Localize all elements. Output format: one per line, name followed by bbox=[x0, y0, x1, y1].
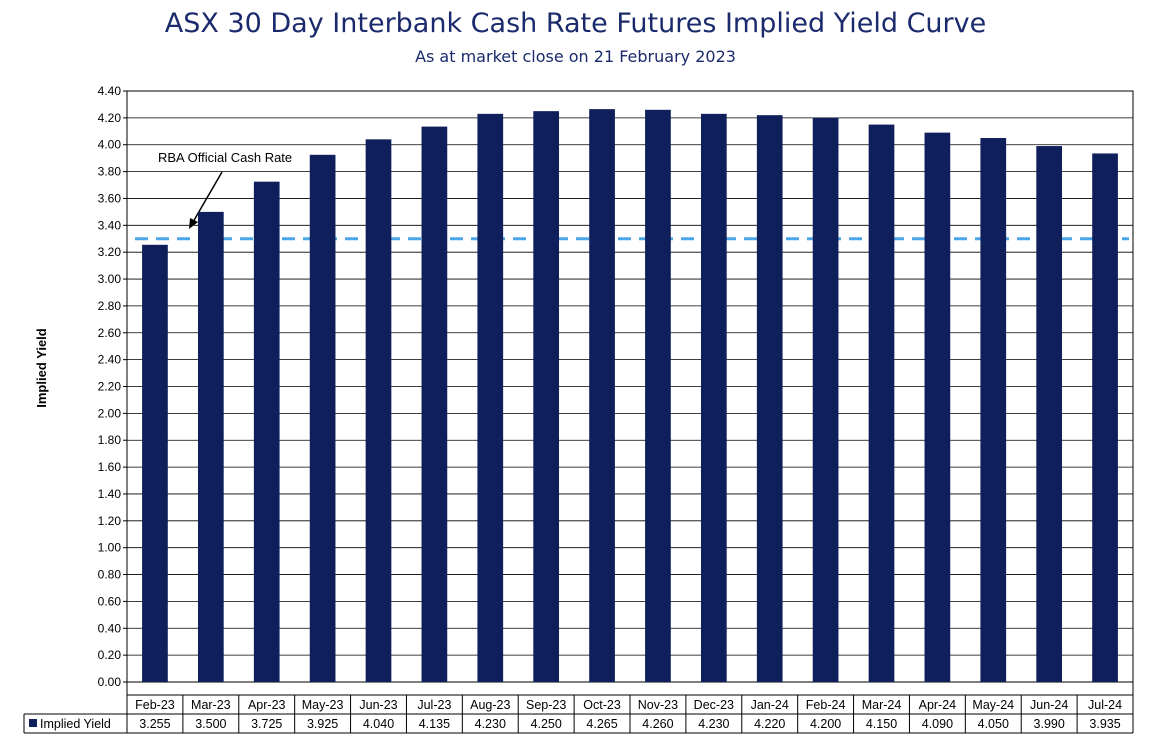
x-category-label: Dec-23 bbox=[694, 698, 734, 712]
data-value-label: 3.935 bbox=[1089, 717, 1120, 731]
data-value-label: 3.925 bbox=[307, 717, 338, 731]
y-tick-label: 2.80 bbox=[98, 299, 122, 313]
bar-jun-24 bbox=[1036, 146, 1063, 683]
x-category-label: Sep-23 bbox=[526, 698, 566, 712]
y-tick-label: 1.60 bbox=[98, 460, 122, 474]
data-value-label: 4.220 bbox=[754, 717, 785, 731]
y-tick-label: 0.60 bbox=[98, 594, 122, 608]
y-tick-label: 4.20 bbox=[98, 111, 122, 125]
y-tick-label: 0.00 bbox=[98, 675, 122, 689]
y-tick-label: 3.00 bbox=[98, 272, 122, 286]
x-category-label: Feb-24 bbox=[806, 698, 846, 712]
bar-feb-24 bbox=[812, 117, 839, 682]
y-tick-label: 4.00 bbox=[98, 138, 122, 152]
y-tick-label: 2.00 bbox=[98, 406, 122, 420]
bar-mar-24 bbox=[868, 124, 895, 683]
bar-sep-23 bbox=[533, 111, 560, 683]
legend-series-name: Implied Yield bbox=[40, 717, 111, 731]
rba-cash-rate-label: RBA Official Cash Rate bbox=[158, 150, 292, 165]
annotation-arrow-head bbox=[189, 218, 198, 229]
data-value-label: 4.250 bbox=[531, 717, 562, 731]
y-axis-label: Implied Yield bbox=[34, 328, 49, 408]
y-tick-label: 1.20 bbox=[98, 514, 122, 528]
data-value-label: 4.260 bbox=[642, 717, 673, 731]
x-category-label: Jan-24 bbox=[751, 698, 789, 712]
y-tick-label: 0.20 bbox=[98, 648, 122, 662]
bar-apr-23 bbox=[253, 181, 280, 682]
bar-jul-23 bbox=[421, 126, 448, 683]
x-category-label: Oct-23 bbox=[583, 698, 621, 712]
x-category-label: Jul-23 bbox=[417, 698, 451, 712]
bar-aug-23 bbox=[477, 113, 504, 682]
data-value-label: 3.500 bbox=[195, 717, 226, 731]
legend-swatch bbox=[29, 719, 37, 727]
data-value-label: 4.230 bbox=[698, 717, 729, 731]
data-value-label: 4.090 bbox=[922, 717, 953, 731]
y-tick-label: 1.00 bbox=[98, 541, 122, 555]
y-tick-label: 2.40 bbox=[98, 353, 122, 367]
data-value-label: 4.040 bbox=[363, 717, 394, 731]
x-category-label: Apr-24 bbox=[919, 698, 957, 712]
bar-may-24 bbox=[980, 138, 1007, 683]
bar-oct-23 bbox=[589, 109, 615, 683]
x-category-label: May-24 bbox=[972, 698, 1014, 712]
y-tick-label: 1.80 bbox=[98, 433, 122, 447]
x-category-label: Aug-23 bbox=[470, 698, 510, 712]
annotation-arrow-shaft bbox=[192, 171, 223, 223]
bar-jul-24 bbox=[1092, 153, 1118, 683]
data-value-label: 4.265 bbox=[586, 717, 617, 731]
grid-layer bbox=[126, 90, 1134, 683]
reference-line-layer: RBA Official Cash Rate bbox=[135, 150, 1129, 241]
bar-jun-23 bbox=[365, 139, 392, 682]
bar-apr-24 bbox=[924, 132, 951, 682]
data-value-label: 4.200 bbox=[810, 717, 841, 731]
data-value-label: 3.255 bbox=[139, 717, 170, 731]
data-value-label: 4.150 bbox=[866, 717, 897, 731]
bar-nov-23 bbox=[645, 109, 671, 682]
x-category-label: Apr-23 bbox=[248, 698, 286, 712]
y-tick-label: 1.40 bbox=[98, 487, 122, 501]
y-tick-label: 3.40 bbox=[98, 218, 122, 232]
x-category-label: Mar-24 bbox=[862, 698, 902, 712]
data-value-label: 4.050 bbox=[978, 717, 1009, 731]
bar-mar-23 bbox=[197, 211, 224, 683]
data-value-label: 4.230 bbox=[475, 717, 506, 731]
bar-dec-23 bbox=[700, 113, 727, 682]
bar-may-23 bbox=[309, 154, 336, 682]
bar-jan-24 bbox=[756, 115, 783, 683]
x-category-label: Mar-23 bbox=[191, 698, 231, 712]
data-value-label: 3.990 bbox=[1034, 717, 1065, 731]
y-tick-label: 2.20 bbox=[98, 380, 122, 394]
x-category-label: Nov-23 bbox=[638, 698, 678, 712]
x-category-label: Jul-24 bbox=[1088, 698, 1122, 712]
x-category-label: Jun-23 bbox=[359, 698, 397, 712]
y-tick-label: 3.80 bbox=[98, 165, 122, 179]
bar-layer bbox=[142, 109, 1118, 683]
x-category-label: May-23 bbox=[302, 698, 344, 712]
axis-layer: 0.00 0.20 0.40 0.60 0.80 1.00 1.20 1.40 1.60 1.80… bbox=[98, 84, 127, 689]
y-tick-label: 0.40 bbox=[98, 621, 122, 635]
data-value-label: 3.725 bbox=[251, 717, 282, 731]
x-category-label: Jun-24 bbox=[1030, 698, 1068, 712]
y-tick-label: 3.60 bbox=[98, 191, 122, 205]
y-tick-label: 0.80 bbox=[98, 568, 122, 582]
data-table: Feb-23 3.255 Mar-23 3.500 Apr-23 3.725 May-23 3… bbox=[23, 682, 1134, 734]
data-value-label: 4.135 bbox=[419, 717, 450, 731]
bar-feb-23 bbox=[142, 244, 168, 682]
y-tick-label: 3.20 bbox=[98, 245, 122, 259]
y-tick-label: 2.60 bbox=[98, 326, 122, 340]
y-tick-label: 4.40 bbox=[98, 84, 122, 98]
chart-title: ASX 30 Day Interbank Cash Rate Futures I… bbox=[164, 8, 987, 39]
x-category-label: Feb-23 bbox=[135, 698, 175, 712]
chart-subtitle: As at market close on 21 February 2023 bbox=[415, 47, 736, 66]
